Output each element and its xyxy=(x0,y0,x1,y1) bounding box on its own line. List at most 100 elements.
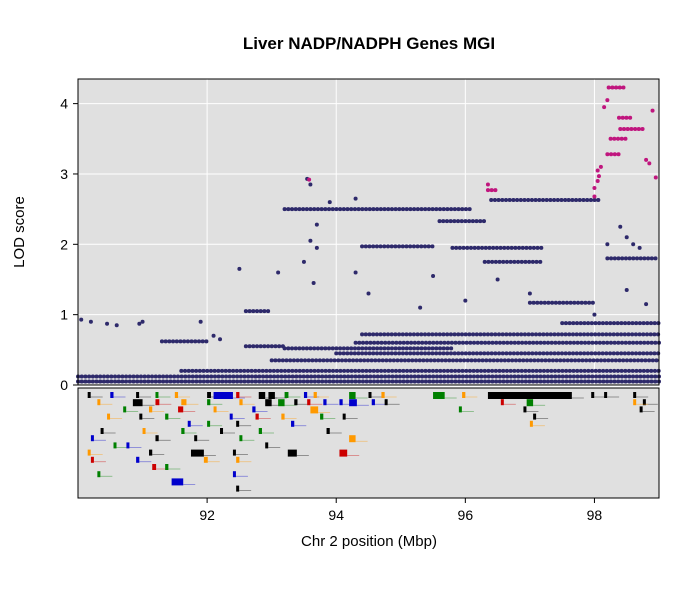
gene-56 xyxy=(284,392,289,398)
y-tick-label-4: 4 xyxy=(60,96,68,112)
series-0-point-5 xyxy=(140,319,145,324)
series-1-point-7 xyxy=(592,194,597,199)
x-axis: 92 94 96 98 xyxy=(199,498,602,523)
y-axis-label: LOD score xyxy=(11,196,28,268)
gene-3 xyxy=(123,406,127,413)
gene-6 xyxy=(90,435,94,442)
gene-0 xyxy=(87,392,91,398)
gene-73 xyxy=(349,435,356,443)
series-0-point-31 xyxy=(644,302,649,307)
gene-93 xyxy=(639,406,643,413)
y-axis: 0 1 2 3 4 xyxy=(60,96,78,393)
series-1-point-10 xyxy=(650,108,655,113)
series-0-point-8 xyxy=(276,270,281,275)
gene-86 xyxy=(533,413,537,420)
gene-48 xyxy=(236,485,240,492)
series-1-point-12 xyxy=(485,182,490,187)
series-0-point-23 xyxy=(495,277,500,282)
gene-46 xyxy=(236,456,240,463)
series-0-point-24 xyxy=(527,291,532,296)
gene-43 xyxy=(236,420,240,427)
series-0-point-11 xyxy=(314,245,319,250)
gene-90 xyxy=(633,392,637,398)
series-1-point-13 xyxy=(307,177,312,182)
gene-32 xyxy=(190,449,204,457)
gene-83 xyxy=(500,399,504,406)
series-1-point-6 xyxy=(592,186,597,191)
gene-20 xyxy=(126,442,130,449)
series-0-point-28 xyxy=(631,242,636,247)
gene-71 xyxy=(349,399,357,407)
series-0-point-26 xyxy=(618,224,623,229)
gene-66 xyxy=(323,399,327,406)
gene-60 xyxy=(291,420,295,427)
series-1-point-0 xyxy=(605,98,610,103)
series-0-point-34 xyxy=(218,337,223,342)
gene-11 xyxy=(136,392,140,398)
gene-4 xyxy=(107,413,111,420)
gene-57 xyxy=(278,399,285,407)
series-0-point-12 xyxy=(311,281,316,285)
x-tick-label-2: 96 xyxy=(458,507,474,523)
x-tick-label-1: 94 xyxy=(328,507,344,523)
gene-62 xyxy=(303,392,308,398)
gene-21 xyxy=(149,449,153,456)
series-1-point-8 xyxy=(647,161,652,166)
series-0-point-10 xyxy=(308,238,313,243)
gene-70 xyxy=(349,392,356,399)
gene-74 xyxy=(339,449,348,457)
plot-frame xyxy=(77,78,660,386)
gene-84 xyxy=(526,399,534,407)
series-1-point-9 xyxy=(644,157,649,162)
series-0-point-0 xyxy=(79,317,84,322)
gene-61 xyxy=(287,449,297,457)
gene-75 xyxy=(368,392,372,398)
y-tick-label-1: 1 xyxy=(60,307,68,323)
gene-55 xyxy=(265,442,269,449)
gene-44 xyxy=(239,435,243,442)
gene-81 xyxy=(458,406,462,413)
series-1-point-2 xyxy=(598,164,603,169)
gene-76 xyxy=(371,399,375,406)
gene-24 xyxy=(165,464,169,470)
gene-8 xyxy=(87,449,91,456)
series-0-point-19 xyxy=(366,291,371,296)
gene-1 xyxy=(97,399,101,406)
series-0-point-3 xyxy=(114,323,119,328)
series-0-point-21 xyxy=(431,273,436,278)
series-0-point-4 xyxy=(137,321,142,326)
gene-14 xyxy=(155,399,160,406)
gene-9 xyxy=(90,456,94,463)
plot-area xyxy=(78,79,659,385)
gene-track-genes xyxy=(87,392,658,492)
gene-16 xyxy=(139,413,143,420)
series-1-point-11 xyxy=(653,175,658,180)
gene-10 xyxy=(97,471,101,478)
gene-33 xyxy=(203,456,208,463)
gene-25 xyxy=(171,478,184,486)
gene-35 xyxy=(213,392,233,399)
gene-17 xyxy=(165,413,169,420)
gene-88 xyxy=(591,392,595,398)
series-0-point-15 xyxy=(353,196,358,201)
gene-52 xyxy=(252,406,256,413)
gene-7 xyxy=(113,442,117,449)
gene-64 xyxy=(307,399,311,406)
gene-12 xyxy=(155,392,159,398)
gene-72 xyxy=(342,413,346,420)
y-tick-label-3: 3 xyxy=(60,166,68,182)
gene-53 xyxy=(255,413,259,420)
gene-5 xyxy=(100,428,104,434)
gene-45 xyxy=(232,449,236,456)
series-0-point-14 xyxy=(327,200,332,205)
gene-51 xyxy=(268,392,275,399)
series-0-point-32 xyxy=(592,312,597,317)
gene-92 xyxy=(633,399,637,406)
gene-82 xyxy=(487,392,572,399)
series-0-point-25 xyxy=(605,242,610,247)
y-tick-label-0: 0 xyxy=(60,377,68,393)
gene-59 xyxy=(281,413,285,420)
gene-68 xyxy=(326,428,330,434)
gene-2 xyxy=(110,392,114,398)
